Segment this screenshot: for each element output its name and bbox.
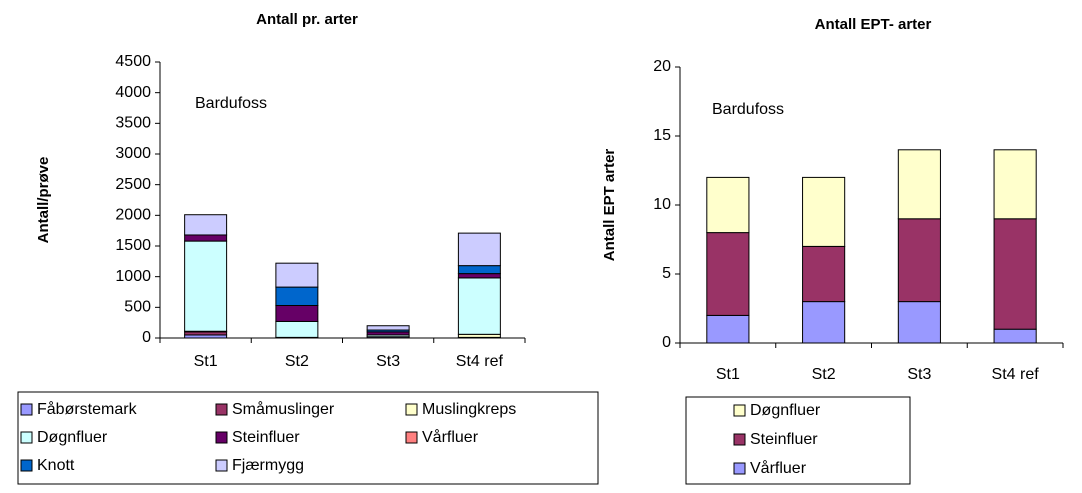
bar-segment xyxy=(993,218,1037,330)
bar-segment xyxy=(802,176,846,247)
bar-segment xyxy=(275,320,319,338)
bar-segment xyxy=(184,214,228,236)
bar-segment xyxy=(457,265,501,275)
annotation: Bardufoss xyxy=(195,95,267,112)
y-tick-label: 1500 xyxy=(115,237,151,254)
legend-box xyxy=(685,396,911,485)
bar-segment xyxy=(802,245,846,303)
annotation: Bardufoss xyxy=(712,101,784,118)
bar-segment xyxy=(897,301,941,344)
bar-segment xyxy=(184,234,228,242)
legend-swatch xyxy=(733,433,746,446)
legend-label: Fåbørstemark xyxy=(37,400,138,418)
y-axis-label: Antall/prøve xyxy=(35,157,52,244)
legend-swatch xyxy=(20,403,33,416)
bar-segment xyxy=(802,301,846,344)
bar-segment xyxy=(184,240,228,332)
bar-segment xyxy=(275,286,319,306)
chart-title: Antall pr. arter xyxy=(256,11,358,28)
y-tick-label: 3500 xyxy=(115,115,151,132)
legend-swatch xyxy=(215,459,228,472)
legend-swatch xyxy=(215,431,228,444)
y-tick-label: 20 xyxy=(653,58,671,75)
bar-segment xyxy=(993,328,1037,344)
x-tick-label: St1 xyxy=(194,353,218,370)
legend-swatch xyxy=(215,403,228,416)
legend-swatch xyxy=(733,404,746,417)
bar-segment xyxy=(706,314,750,344)
bar-segment xyxy=(457,277,501,335)
x-tick-label: St3 xyxy=(907,366,931,383)
bar-segment xyxy=(993,149,1037,220)
legend-box xyxy=(17,391,599,485)
y-tick-label: 500 xyxy=(124,299,151,316)
y-tick-label: 10 xyxy=(653,196,671,213)
y-tick-label: 0 xyxy=(662,334,671,351)
legend-label: Steinfluer xyxy=(750,431,818,448)
x-tick-label: St4 ref xyxy=(992,366,1040,383)
y-tick-label: 5 xyxy=(662,265,671,282)
bar-segment xyxy=(275,304,319,322)
x-tick-label: St1 xyxy=(716,366,740,383)
x-tick-label: St4 ref xyxy=(456,353,504,370)
legend-label: Fjærmygg xyxy=(232,457,304,474)
bar-segment xyxy=(457,273,501,279)
y-tick-label: 0 xyxy=(142,329,151,346)
y-tick-label: 4000 xyxy=(115,84,151,101)
legend-label: Vårfluer xyxy=(750,459,807,477)
legend-swatch xyxy=(20,459,33,472)
bar-segment xyxy=(366,325,410,331)
x-tick-label: St2 xyxy=(285,353,309,370)
legend-swatch xyxy=(733,462,746,475)
bar-segment xyxy=(897,218,941,303)
legend-label: Døgnfluer xyxy=(37,429,108,446)
bar-segment xyxy=(275,262,319,288)
y-tick-label: 4500 xyxy=(115,53,151,70)
x-tick-label: St3 xyxy=(376,353,400,370)
legend-swatch xyxy=(20,431,33,444)
y-tick-label: 15 xyxy=(653,127,671,144)
chart-title: Antall EPT- arter xyxy=(815,16,932,33)
y-tick-label: 2500 xyxy=(115,176,151,193)
legend-label: Steinfluer xyxy=(232,429,300,446)
bar-segment xyxy=(706,176,750,234)
bar-segment xyxy=(457,232,501,267)
y-tick-label: 2000 xyxy=(115,207,151,224)
legend-label: Knott xyxy=(37,457,75,474)
bar-segment xyxy=(897,149,941,220)
y-axis-label: Antall EPT arter xyxy=(601,149,618,262)
legend-label: Småmuslinger xyxy=(232,400,335,418)
legend-swatch xyxy=(405,431,418,444)
legend-label: Døgnfluer xyxy=(750,402,821,419)
y-tick-label: 1000 xyxy=(115,268,151,285)
legend-swatch xyxy=(405,403,418,416)
legend-label: Vårfluer xyxy=(422,428,479,446)
y-tick-label: 3000 xyxy=(115,145,151,162)
x-tick-label: St2 xyxy=(812,366,836,383)
legend-label: Muslingkreps xyxy=(422,401,516,418)
bar-segment xyxy=(706,232,750,316)
